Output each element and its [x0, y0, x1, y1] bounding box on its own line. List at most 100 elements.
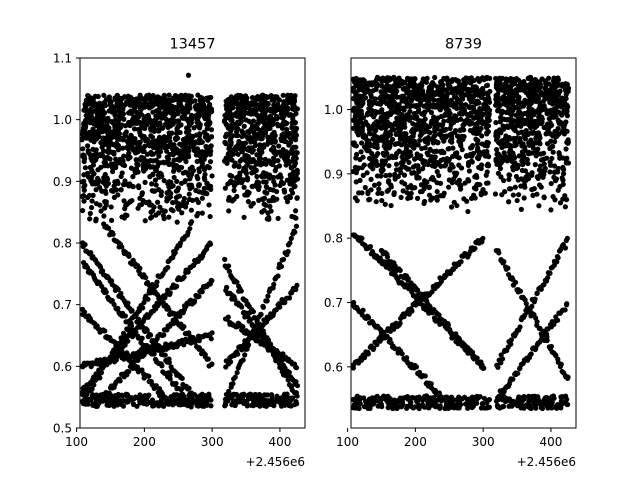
data-point	[381, 111, 387, 117]
data-point	[187, 225, 193, 232]
data-point	[225, 125, 231, 131]
data-point	[388, 184, 394, 190]
data-point	[350, 88, 356, 94]
data-point	[136, 308, 142, 314]
data-point	[257, 142, 263, 148]
data-point	[506, 186, 513, 192]
x-tick-label: 200	[133, 435, 156, 449]
data-point	[478, 107, 484, 113]
data-point	[515, 192, 522, 198]
data-point	[294, 167, 300, 173]
data-point	[469, 153, 475, 159]
data-point	[366, 197, 372, 203]
data-point	[236, 395, 242, 402]
data-point	[564, 109, 570, 115]
data-point	[195, 176, 201, 182]
data-point	[486, 154, 492, 160]
data-point	[484, 169, 490, 175]
data-point	[559, 95, 565, 101]
data-point	[475, 145, 481, 151]
data-point	[107, 100, 113, 106]
data-point	[247, 134, 253, 141]
data-point	[119, 122, 125, 128]
data-point	[180, 170, 186, 176]
data-point	[441, 138, 447, 144]
data-point	[414, 195, 421, 201]
data-point	[373, 199, 379, 205]
data-point	[290, 144, 297, 150]
data-point	[146, 142, 152, 148]
data-point	[495, 87, 502, 93]
data-point	[391, 191, 397, 198]
data-point	[130, 184, 136, 190]
data-point	[287, 181, 293, 187]
data-point	[193, 106, 199, 112]
data-point	[194, 115, 200, 122]
data-point	[87, 210, 93, 217]
data-point	[390, 83, 397, 89]
data-point	[203, 95, 210, 101]
data-point	[231, 187, 237, 193]
data-point	[380, 167, 386, 173]
data-point	[293, 223, 300, 229]
data-point	[166, 359, 172, 365]
data-point	[403, 96, 409, 102]
data-point	[288, 235, 294, 242]
data-point	[106, 142, 113, 148]
data-point	[368, 176, 374, 182]
data-point	[127, 142, 133, 148]
data-point	[203, 105, 209, 111]
data-point	[541, 161, 547, 167]
data-point	[98, 164, 104, 170]
data-point	[156, 174, 162, 180]
data-point	[525, 131, 531, 138]
data-point	[354, 198, 360, 204]
data-point	[410, 126, 416, 133]
data-point	[512, 184, 518, 190]
data-point	[473, 186, 479, 192]
data-point	[441, 150, 447, 156]
data-point	[394, 104, 400, 110]
data-point	[268, 392, 275, 398]
data-point	[137, 398, 143, 405]
data-point	[562, 87, 568, 93]
scatter-points	[79, 72, 301, 410]
data-point	[437, 180, 444, 186]
data-point	[199, 161, 206, 167]
data-point	[429, 163, 436, 169]
data-point	[293, 379, 299, 385]
data-point	[198, 397, 204, 403]
data-point	[199, 289, 205, 295]
data-point	[359, 190, 365, 196]
data-point	[222, 396, 229, 402]
data-point	[233, 124, 240, 130]
data-point	[560, 171, 567, 177]
data-point	[278, 136, 284, 142]
data-point	[145, 93, 152, 100]
data-point	[353, 110, 359, 116]
data-point	[447, 98, 453, 105]
data-point	[115, 160, 122, 166]
data-point	[175, 135, 181, 141]
data-point	[283, 138, 289, 145]
data-point	[366, 148, 372, 154]
data-point	[459, 133, 465, 139]
data-point	[278, 179, 285, 185]
data-point	[248, 317, 254, 323]
data-point	[514, 165, 521, 171]
data-point	[222, 402, 229, 408]
data-point	[203, 112, 209, 118]
data-point	[112, 112, 118, 119]
data-point	[207, 104, 213, 110]
data-point	[85, 148, 91, 154]
data-point	[285, 106, 291, 112]
data-point	[179, 210, 185, 216]
data-point	[177, 129, 183, 136]
data-point	[125, 300, 131, 306]
data-point	[209, 173, 215, 179]
data-point	[137, 119, 143, 125]
data-point	[270, 161, 276, 168]
data-point	[123, 129, 129, 135]
data-point	[421, 120, 427, 126]
data-point	[412, 156, 418, 162]
